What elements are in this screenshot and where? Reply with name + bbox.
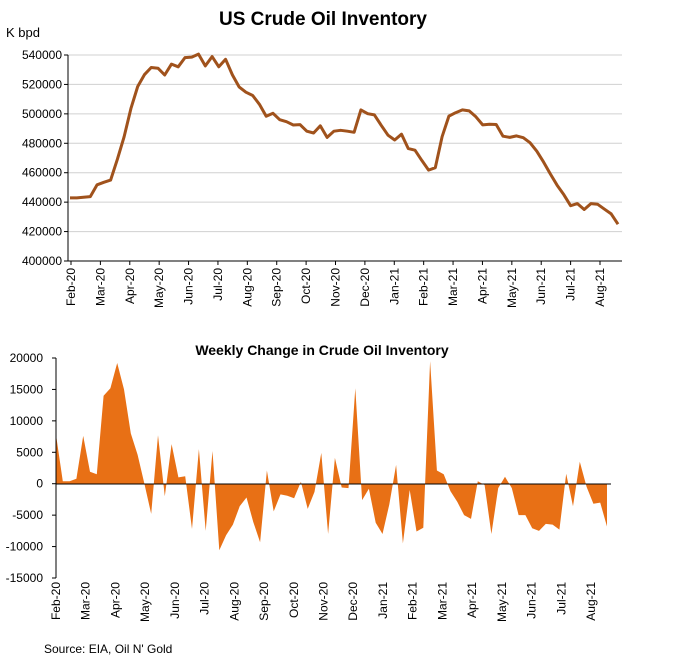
chart1-x-tick-label: Feb-21 <box>417 268 431 306</box>
chart2-x-tick-label: Apr-21 <box>465 582 479 618</box>
chart1-x-tick-label: Mar-21 <box>446 268 460 306</box>
chart1-x-tick-label: Jan-21 <box>387 268 401 305</box>
chart1-x-tick-label: Mar-20 <box>93 268 107 306</box>
chart2-x-tick-label: Jun-20 <box>168 582 182 619</box>
chart1-x-tick-label: Apr-20 <box>123 268 137 304</box>
chart1-x-tick-label: May-20 <box>152 268 166 308</box>
chart2-y-tick-label: 0 <box>36 477 43 491</box>
chart2-x-tick-label: Jul-21 <box>554 582 568 615</box>
chart1-x-tick-label: Jun-20 <box>182 268 196 305</box>
chart2-x-tick-label: Feb-20 <box>49 582 63 620</box>
chart1-series-line <box>70 52 620 226</box>
chart2-y-tick-label: 5000 <box>16 445 43 459</box>
chart2-series-area <box>56 361 607 551</box>
chart1-y-ticks: 400000 420000 440000 460000 480000 500000 5200… <box>22 48 68 268</box>
chart2-y-tick-label: 10000 <box>10 414 44 428</box>
chart2-x-tick-label: Mar-20 <box>79 582 93 620</box>
chart1-y-tick-label: 460000 <box>22 166 62 180</box>
chart1-gridlines <box>68 54 622 233</box>
chart1-y-tick-label: 500000 <box>22 107 62 121</box>
chart2-x-tick-label: Apr-20 <box>108 582 122 618</box>
chart2-x-tick-label: Jul-20 <box>198 582 212 615</box>
chart1-x-tick-label: Feb-20 <box>64 268 78 306</box>
chart2-x-tick-label: Mar-21 <box>435 582 449 620</box>
chart2-title: Weekly Change in Crude Oil Inventory <box>195 342 449 358</box>
chart2-x-tick-label: Aug-20 <box>227 582 241 621</box>
chart1-y-tick-label: 420000 <box>22 225 62 239</box>
chart1-y-tick-label: 400000 <box>22 254 62 268</box>
chart1-x-tick-label: Nov-20 <box>329 268 343 307</box>
chart1-x-tick-label: Jul-20 <box>211 268 225 301</box>
source-note: Source: EIA, Oil N' Gold <box>44 642 172 656</box>
chart2-x-tick-label: Feb-21 <box>406 582 420 620</box>
chart2-x-tick-label: Oct-20 <box>287 582 301 618</box>
chart2-x-tick-label: Jan-21 <box>376 582 390 619</box>
chart1-y-tick-label: 480000 <box>22 136 62 150</box>
chart2-y-tick-label: -15000 <box>6 571 44 585</box>
chart1-ylabel: K bpd <box>6 25 40 40</box>
chart1-y-tick-label: 440000 <box>22 195 62 209</box>
chart2-x-tick-label: May-21 <box>495 582 509 622</box>
chart2-x-ticks: Feb-20 Mar-20 Apr-20 May-20 Jun-20 Jul-20 Aug-… <box>49 582 598 622</box>
chart1-x-tick-label: Sep-20 <box>270 268 284 307</box>
chart1-x-tick-label: Jun-21 <box>534 268 548 305</box>
chart2-y-tick-label: -5000 <box>12 508 43 522</box>
chart1-x-tick-label: Aug-20 <box>240 268 254 307</box>
chart1-title: US Crude Oil Inventory <box>219 9 427 30</box>
chart1-y-tick-label: 520000 <box>22 77 62 91</box>
chart2-x-tick-label: May-20 <box>138 582 152 622</box>
chart2-x-tick-label: Sep-20 <box>257 582 271 621</box>
chart1-x-ticks: Feb-20 Mar-20 Apr-20 May-20 Jun-20 Jul-20 Aug-… <box>64 261 607 308</box>
chart2-x-tick-label: Jun-21 <box>525 582 539 619</box>
chart1-x-tick-label: Aug-21 <box>593 268 607 307</box>
chart2-y-tick-label: 20000 <box>10 351 44 365</box>
chart2-x-tick-label: Dec-20 <box>346 582 360 621</box>
chart2-x-tick-label: Nov-20 <box>317 582 331 621</box>
chart2-y-tick-label: -10000 <box>6 540 44 554</box>
chart2-y-ticks: -15000 -10000 -5000 0 5000 10000 15000 20000 <box>6 351 56 585</box>
chart1-x-tick-label: May-21 <box>505 268 519 308</box>
chart1-y-tick-label: 540000 <box>22 48 62 62</box>
chart1-x-tick-label: Apr-21 <box>475 268 489 304</box>
chart2-x-tick-label: Aug-21 <box>584 582 598 621</box>
chart1-x-tick-label: Dec-20 <box>358 268 372 307</box>
chart1-x-tick-label: Jul-21 <box>564 268 578 301</box>
chart1-x-tick-label: Oct-20 <box>299 268 313 304</box>
chart2-y-tick-label: 15000 <box>10 382 44 396</box>
